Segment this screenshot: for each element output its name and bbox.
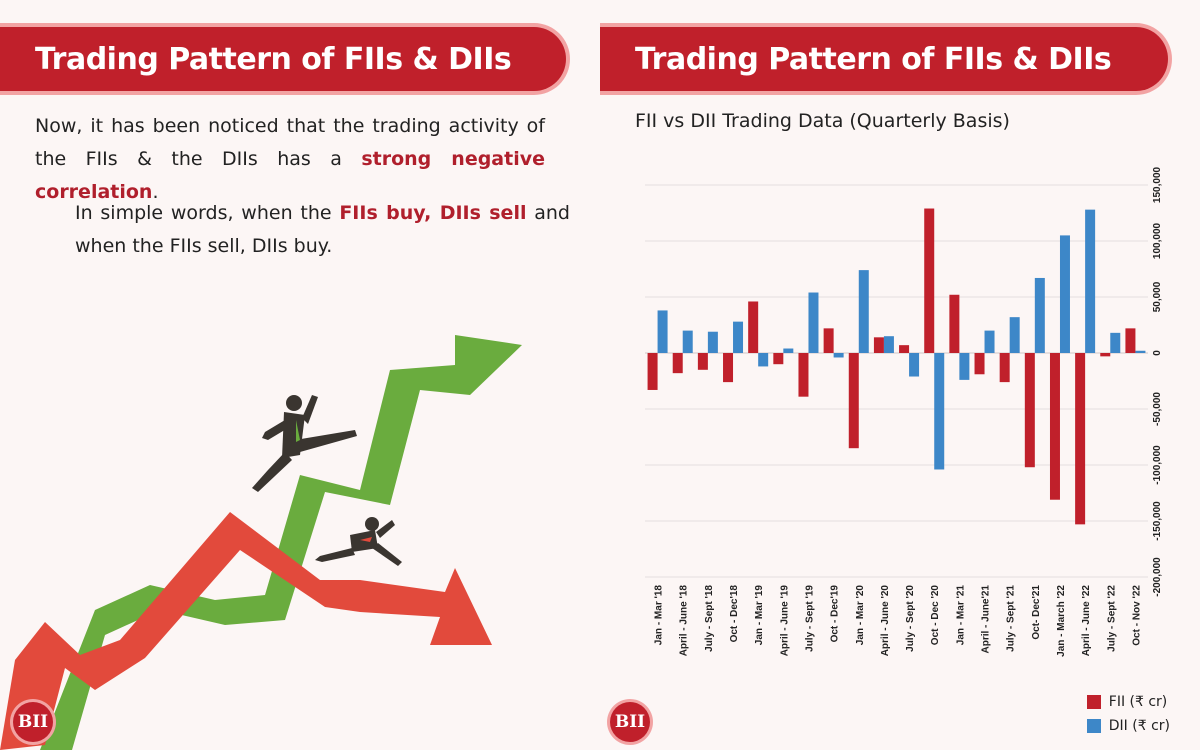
bar-dii <box>883 336 894 353</box>
bar-fii <box>873 337 884 353</box>
y-tick-label: -50,000 <box>1152 392 1163 426</box>
paragraph-correlation: Now, it has been noticed that the tradin… <box>35 110 545 209</box>
brand-logo: BII <box>13 702 53 742</box>
y-tick-label: -150,000 <box>1152 501 1163 541</box>
chart-legend: FII (₹ cr) DII (₹ cr) <box>1086 690 1170 738</box>
bar-dii <box>833 353 844 358</box>
bar-dii <box>758 353 769 367</box>
y-tick-label: 50,000 <box>1152 281 1163 312</box>
bar-dii <box>1009 317 1020 353</box>
bar-dii <box>1135 350 1146 353</box>
left-title-banner: Trading Pattern of FIIs & DIIs <box>0 27 566 91</box>
bar-dii <box>934 353 945 470</box>
bar-dii <box>984 330 995 353</box>
x-tick-label: Oct - Nov '22 <box>1131 585 1142 646</box>
x-tick-label: Oct - Dec'19 <box>830 585 841 643</box>
bar-fii <box>647 353 658 390</box>
x-tick-label: April - June'21 <box>981 585 992 654</box>
businessman-running-icon <box>252 395 357 492</box>
right-panel: Trading Pattern of FIIs & DIIs FII vs DI… <box>600 0 1200 750</box>
bar-dii <box>682 330 693 353</box>
x-tick-label: July - Sept '19 <box>804 585 815 652</box>
right-page-title: Trading Pattern of FIIs & DIIs <box>635 41 1112 77</box>
y-tick-label: 150,000 <box>1152 166 1163 203</box>
bar-fii <box>672 353 683 374</box>
trading-illustration <box>0 335 522 750</box>
bar-fii <box>748 301 759 353</box>
paragraph-simple-words: In simple words, when the FIIs buy, DIIs… <box>75 197 570 263</box>
legend-swatch-dii <box>1086 719 1101 733</box>
para2-end: and when the FIIs sell, DIIs buy. <box>75 202 570 257</box>
para2-text: In simple words, when the <box>75 202 340 224</box>
bar-fii <box>1075 353 1086 525</box>
bar-dii <box>1110 332 1121 353</box>
bar-dii <box>858 270 869 353</box>
bar-dii <box>959 353 970 380</box>
right-title-banner: Trading Pattern of FIIs & DIIs <box>600 27 1168 91</box>
bar-fii <box>974 353 985 375</box>
bar-fii <box>823 328 834 353</box>
x-tick-label: July - Sept '21 <box>1006 585 1017 652</box>
x-tick-label: Oct- Dec'21 <box>1031 585 1042 640</box>
bar-fii <box>1024 353 1035 468</box>
bar-fii <box>697 353 708 370</box>
bar-fii <box>798 353 809 397</box>
x-tick-label: Jan - March '22 <box>1056 585 1067 657</box>
para1-text: Now, it has been noticed that the tradin… <box>35 115 545 170</box>
x-tick-label: April - June '19 <box>779 585 790 657</box>
bar-dii <box>733 321 744 353</box>
x-tick-label: Jan - Mar '21 <box>955 585 966 646</box>
legend-label-dii: DII (₹ cr) <box>1108 718 1170 734</box>
y-tick-label: 0 <box>1152 350 1163 356</box>
x-tick-label: April - June '20 <box>880 585 891 657</box>
bar-dii <box>1059 235 1070 353</box>
x-tick-label: April - June '22 <box>1081 585 1092 657</box>
left-page-title: Trading Pattern of FIIs & DIIs <box>35 41 512 77</box>
bar-dii <box>1085 209 1096 353</box>
fii-dii-bar-chart: 150,000 100,000 50,000 0 -50,000 -100,000 -150… <box>645 166 1163 657</box>
legend-swatch-fii <box>1086 695 1101 709</box>
y-tick-label: 100,000 <box>1152 222 1163 259</box>
legend-label-fii: FII (₹ cr) <box>1108 694 1168 710</box>
bar-fii <box>949 294 960 353</box>
x-tick-label: July - Sept '22 <box>1106 585 1117 652</box>
x-tick-label: April - June '18 <box>679 585 690 657</box>
bar-dii <box>808 292 819 353</box>
bar-fii <box>773 353 784 365</box>
chart-title: FII vs DII Trading Data (Quarterly Basis… <box>635 110 1010 132</box>
legend-item-fii: FII (₹ cr) <box>1086 690 1170 714</box>
x-tick-label: July - Sept '20 <box>905 585 916 652</box>
bar-dii <box>1034 277 1045 353</box>
bar-fii <box>1125 328 1136 353</box>
bar-dii <box>707 331 718 353</box>
para1-end: . <box>152 181 159 203</box>
x-tick-label: July - Sept '18 <box>704 585 715 652</box>
bar-dii <box>657 310 668 353</box>
bar-fii <box>723 353 734 383</box>
bar-fii <box>899 345 910 353</box>
bar-dii <box>909 353 920 377</box>
bar-fii <box>999 353 1010 383</box>
para1-highlight: strong negative correlation <box>35 148 545 203</box>
y-tick-label: -200,000 <box>1152 557 1163 597</box>
bar-fii <box>1049 353 1060 500</box>
legend-item-dii: DII (₹ cr) <box>1086 714 1170 738</box>
x-tick-label: Oct - Dec'18 <box>729 585 740 643</box>
x-tick-label: Oct - Dec '20 <box>930 585 941 646</box>
x-tick-label: Jan - Mar '19 <box>754 585 765 646</box>
bar-fii <box>1100 353 1111 357</box>
businessman-falling-icon <box>315 517 402 566</box>
bar-fii <box>848 353 859 449</box>
brand-logo-right: BII <box>610 702 650 742</box>
x-tick-label: Jan - Mar '20 <box>855 585 866 646</box>
x-tick-label: Jan - Mar '18 <box>654 585 665 646</box>
green-up-arrow <box>40 335 522 750</box>
left-panel: Trading Pattern of FIIs & DIIs Now, it h… <box>0 27 570 750</box>
para2-highlight: FIIs buy, DIIs sell <box>339 202 527 224</box>
y-tick-label: -100,000 <box>1152 445 1163 485</box>
bar-dii <box>783 348 794 353</box>
bar-fii <box>924 208 935 353</box>
